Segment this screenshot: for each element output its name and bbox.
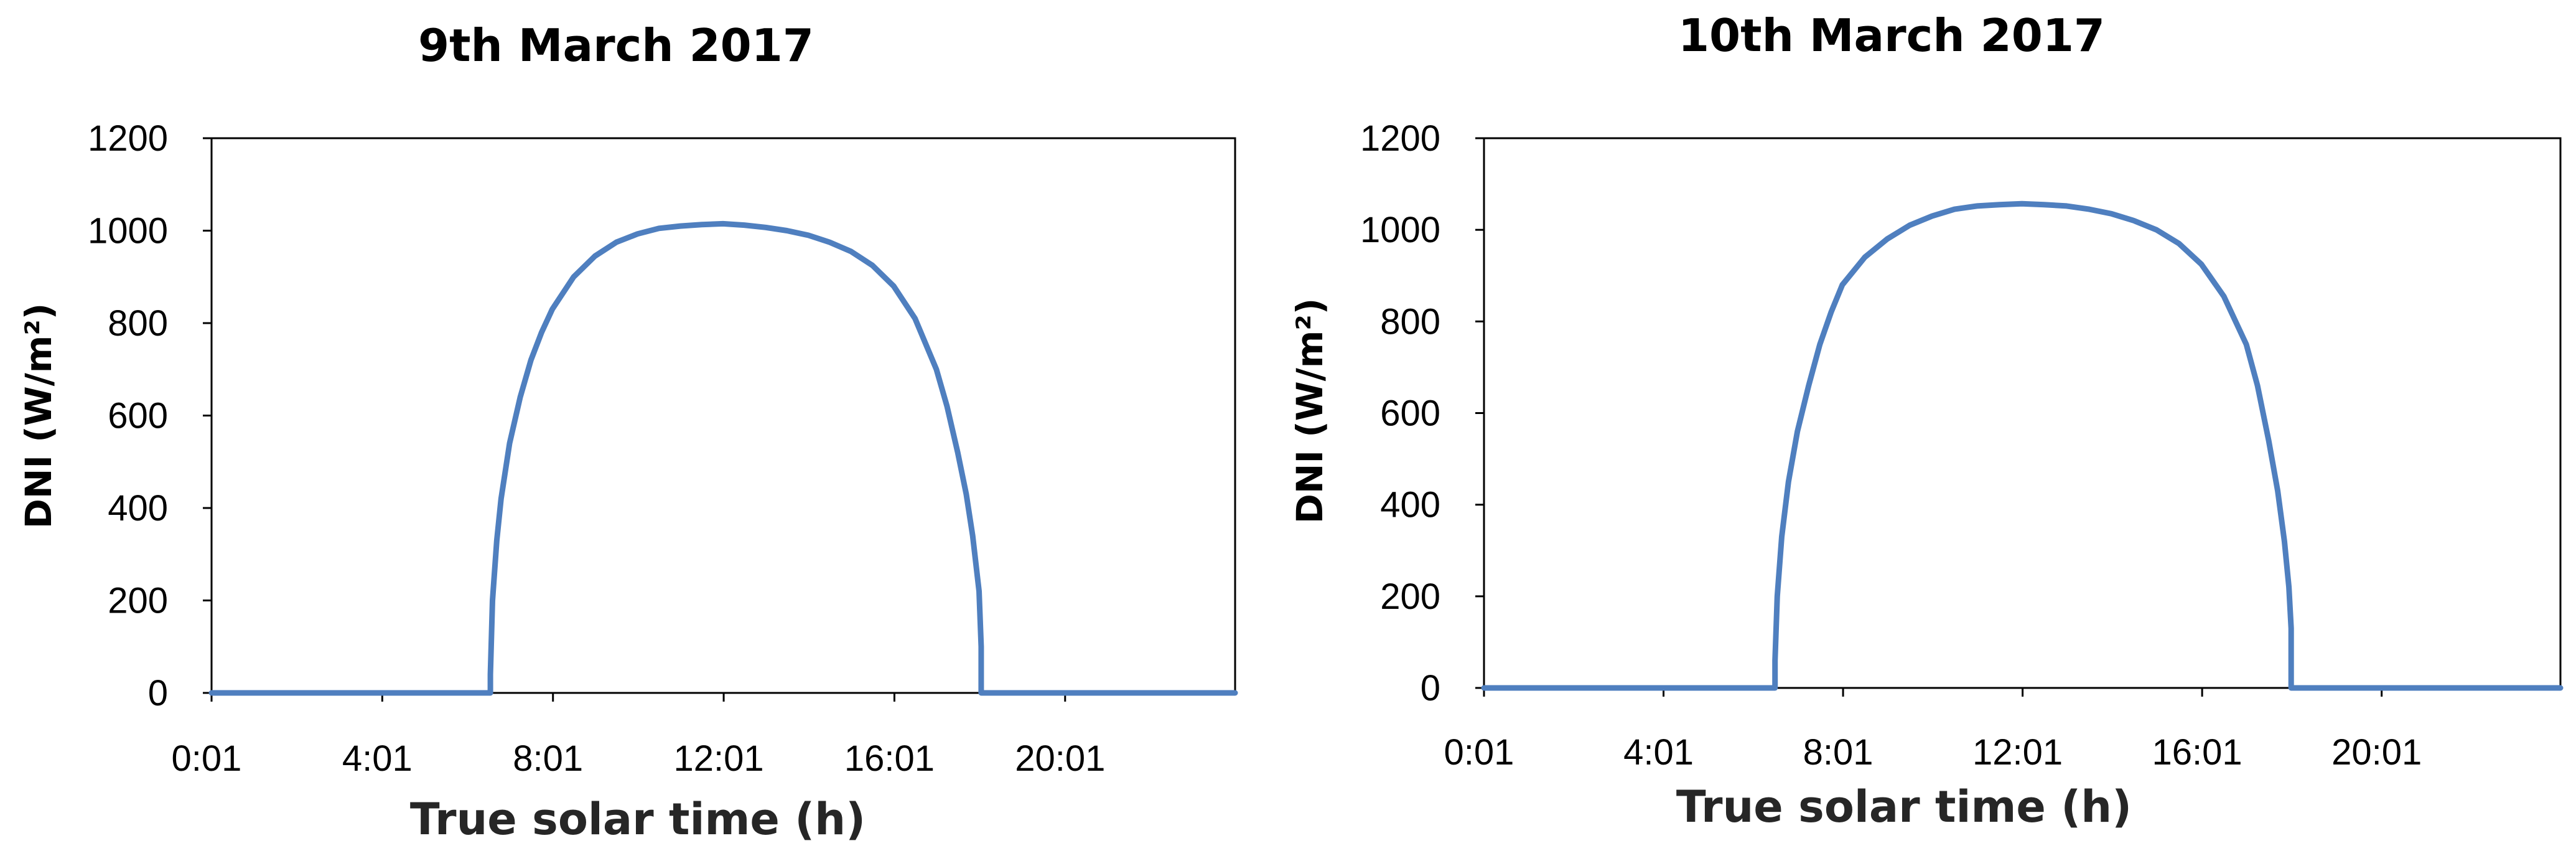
y-tick-label: 1000 xyxy=(88,211,168,252)
dni-series-line xyxy=(208,220,1238,696)
y-tick-label: 400 xyxy=(108,488,168,529)
chart-panel-10th-march: 10th March 2017 DNI (W/m²) True solar ti… xyxy=(1289,9,2564,832)
x-tick-label: 4:01 xyxy=(342,738,413,779)
y-tick-label: 1200 xyxy=(1360,118,1440,159)
chart-title: 10th March 2017 xyxy=(1678,9,2105,62)
y-tick-label: 200 xyxy=(108,581,168,621)
x-tick-label: 12:01 xyxy=(673,738,763,779)
y-tick-label: 800 xyxy=(108,303,168,344)
x-tick-label: 0:01 xyxy=(172,738,242,779)
x-tick-label: 12:01 xyxy=(1972,732,2063,773)
chart-title: 9th March 2017 xyxy=(418,19,814,72)
x-tick-label: 8:01 xyxy=(1803,732,1874,773)
x-tick-label: 16:01 xyxy=(2152,732,2242,773)
y-tick-label: 1200 xyxy=(88,118,168,159)
x-tick-label: 8:01 xyxy=(513,738,583,779)
dni-series-line xyxy=(1481,200,2564,691)
y-tick-label: 800 xyxy=(1380,301,1440,342)
y-tick-label: 600 xyxy=(1380,393,1440,434)
y-tick-label: 0 xyxy=(1421,668,1440,708)
x-axis-label: True solar time (h) xyxy=(410,794,866,845)
y-tick-label: 400 xyxy=(1380,485,1440,525)
y-tick-label: 200 xyxy=(1380,576,1440,617)
x-tick-label: 0:01 xyxy=(1444,732,1514,773)
plot-area xyxy=(1483,137,2562,689)
x-axis-label: True solar time (h) xyxy=(1676,781,2132,832)
x-tick-label: 20:01 xyxy=(2331,732,2422,773)
x-tick-label: 16:01 xyxy=(844,738,935,779)
y-axis-label: DNI (W/m²) xyxy=(1289,298,1331,524)
x-tick-label: 20:01 xyxy=(1015,738,1105,779)
y-tick-label: 600 xyxy=(108,396,168,436)
y-axis-label: DNI (W/m²) xyxy=(17,303,60,529)
chart-panel-9th-march: 9th March 2017 DNI (W/m²) True solar tim… xyxy=(17,19,1238,845)
y-tick-label: 1000 xyxy=(1360,210,1440,250)
x-tick-label: 4:01 xyxy=(1623,732,1694,773)
y-tick-label: 0 xyxy=(148,673,168,713)
